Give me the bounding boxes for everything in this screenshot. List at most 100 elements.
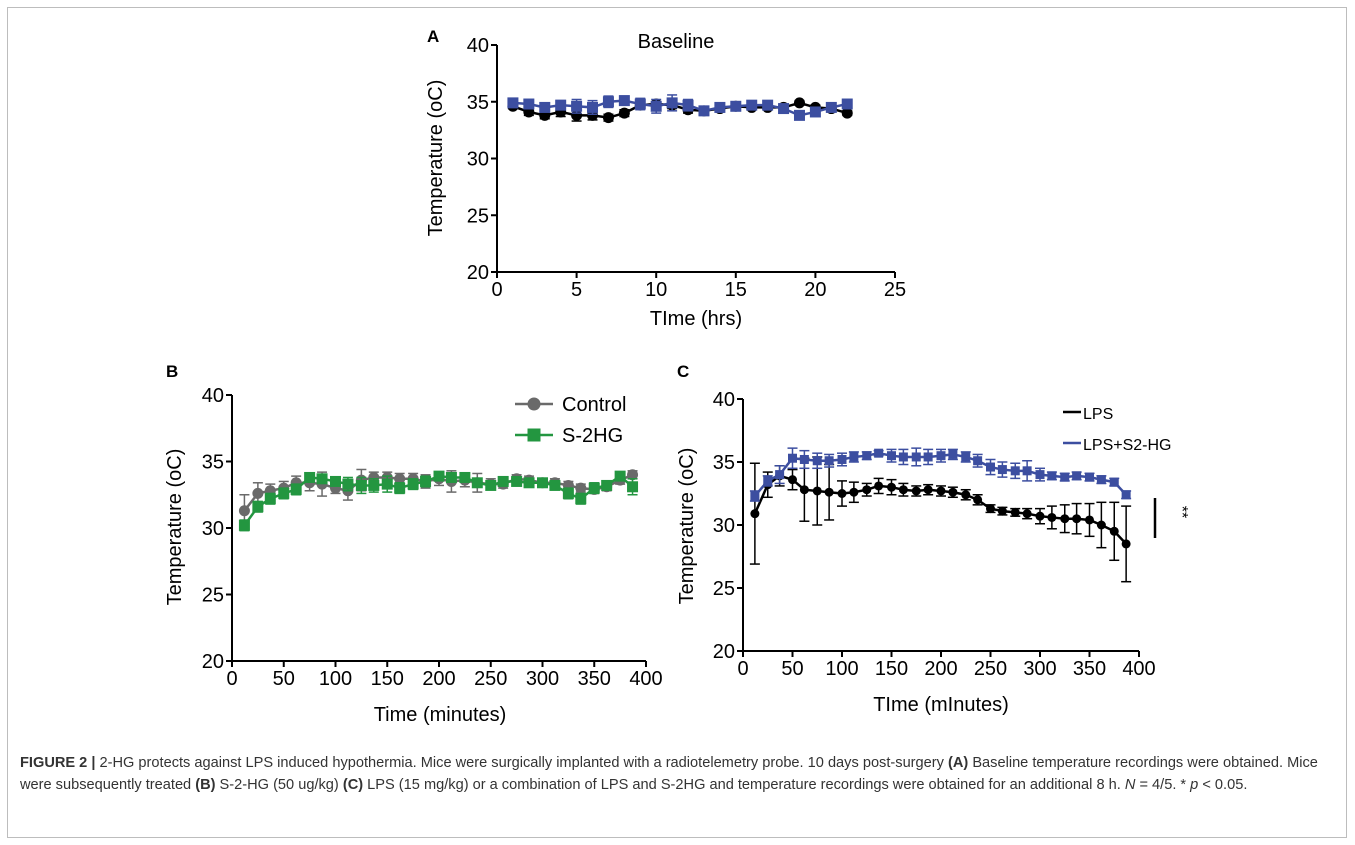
data-point [445,471,457,483]
panel-c: C 0 50 100 150 200 250 300 350 400 20 25 30 35 40 TIme … [676,362,1190,716]
legend-marker [527,428,541,442]
data-point [1047,512,1057,522]
data-point [252,501,264,513]
data-point [407,478,419,490]
data-point [627,469,639,481]
data-point [650,100,662,112]
data-point [627,481,639,493]
data-point [602,112,614,124]
data-point [1035,470,1045,480]
legend-label: Control [562,394,626,416]
data-point [874,481,884,491]
data-point [549,479,561,491]
caption-p-symbol: p [1190,777,1199,793]
data-point [1121,490,1131,500]
data-point [278,487,290,499]
data-point [793,97,805,109]
x-tick-label-b: 50 [273,668,295,690]
data-point [571,100,583,112]
data-point [911,486,921,496]
data-point [290,483,302,495]
x-tick-label-c: 350 [1073,658,1106,680]
data-point [330,475,341,487]
data-point [1096,475,1106,485]
caption-text-3: S-2-HG (50 ug/kg) [215,777,343,793]
data-point [730,100,742,112]
data-point [394,482,406,494]
data-point [433,470,445,482]
data-point [961,452,971,462]
x-tick-label-b: 100 [319,668,352,690]
data-point [698,105,710,117]
data-point [618,107,630,119]
legend-c: LPS LPS+S2-HG [1063,406,1171,454]
legend-label: LPS+S2-HG [1083,437,1171,454]
data-point [788,475,797,485]
panel-a: A Baseline 0 5 10 15 20 25 20 25 30 35 40 TIme (hrs) T… [425,27,906,330]
data-point [898,485,908,495]
data-point [837,454,847,464]
legend-label: LPS [1083,406,1113,423]
y-tick-label-a: 35 [467,92,489,114]
x-tick-label-c: 150 [875,658,908,680]
y-axis-label-a: Temperature (oC) [425,80,447,237]
data-point [523,477,535,489]
caption-ref-a: (A) [948,755,969,771]
data-point [849,487,859,497]
data-point [799,454,809,464]
data-point [1010,507,1020,517]
data-point [1109,477,1119,487]
data-point [264,493,276,505]
data-point [837,489,847,498]
data-point [587,101,599,113]
data-point [588,482,600,494]
x-tick-label-b: 250 [474,668,507,690]
data-point [682,99,694,111]
caption-label: FIGURE 2 | [20,755,96,771]
data-point [824,487,834,497]
x-tick-label-b: 0 [226,668,237,690]
caption-text-2: Baseline temperature recordings were obt… [20,755,1318,793]
legend-marker [527,397,541,411]
data-point [1022,466,1032,476]
data-point [459,471,471,483]
data-point [750,509,760,519]
data-point [812,486,822,496]
series-a-1 [507,94,853,121]
data-point [537,477,548,489]
figure-caption: FIGURE 2 | 2-HG protects against LPS ind… [20,752,1335,796]
caption-n-symbol: N [1124,777,1136,793]
series-line [512,101,848,119]
data-point [238,519,250,531]
data-point [948,449,958,459]
data-point [562,487,574,499]
data-point [887,451,896,461]
data-point [539,101,551,113]
caption-text-6: < 0.05. [1198,777,1248,793]
data-point [948,487,958,497]
data-point [238,505,250,517]
data-point [936,486,946,496]
x-tick-label-a: 15 [725,279,747,301]
y-tick-label-c: 35 [713,452,735,474]
y-tick-label-c: 30 [713,515,735,537]
data-point [1010,466,1020,476]
data-point [1072,471,1082,481]
data-point [368,479,380,491]
y-tick-label-a: 30 [467,149,489,171]
data-point [666,97,678,109]
data-point [507,97,519,109]
data-point [634,98,646,110]
data-point [511,475,523,487]
figure-frame [7,7,1347,838]
data-point [1022,509,1032,519]
panel-b: B 0 50 100 150 200 250 300 350 400 20 25 30 35 40 Time … [164,362,663,726]
panel-letter-a: A [427,27,439,46]
data-point [575,482,587,494]
data-point [911,452,921,462]
x-tick-label-b: 350 [578,668,611,690]
caption-ref-b: (B) [195,777,216,793]
y-tick-label-a: 40 [467,35,489,57]
data-point [887,482,896,492]
x-tick-label-c: 0 [737,658,748,680]
